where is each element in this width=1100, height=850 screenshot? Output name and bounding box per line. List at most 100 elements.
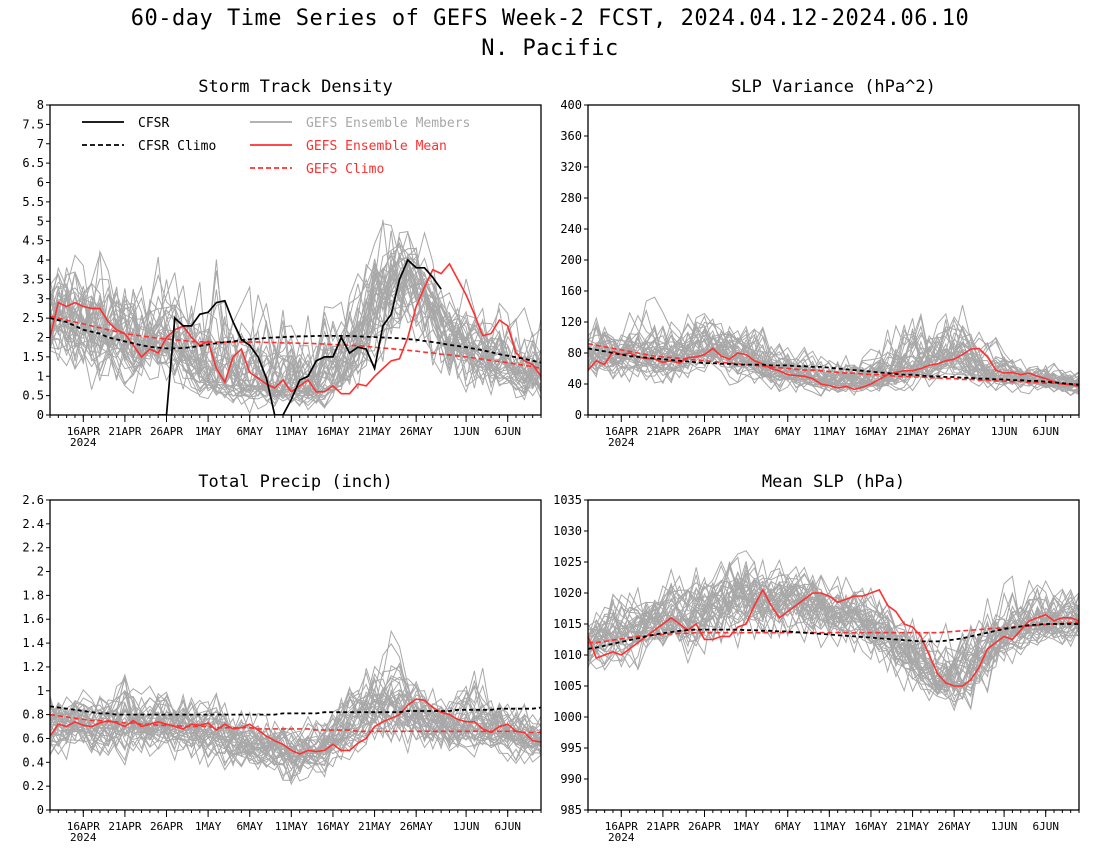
x-tick-label: 6JUN (1032, 425, 1059, 438)
ensemble-member-line (588, 576, 1079, 684)
ensemble-member-line (50, 255, 541, 392)
x-tick-label: 26APR (150, 820, 183, 833)
x-tick-label: 1JUN (453, 425, 480, 438)
x-tick-label: 26APR (150, 425, 183, 438)
y-tick-label: 2.4 (22, 517, 44, 531)
plot-area (588, 296, 1079, 397)
ensemble-member-line (588, 316, 1079, 391)
series-line-mean (588, 347, 1079, 391)
series-line-cfsr-climo (588, 347, 1079, 386)
x-tick-label: 6MAY (774, 820, 801, 833)
ensemble-member-line (50, 271, 541, 395)
x-tick-label: 16APR (605, 820, 638, 833)
panel-title: SLP Variance (hPa^2) (731, 77, 936, 97)
y-tick-label: 360 (560, 129, 582, 143)
x-tick-label: 1MAY (195, 820, 222, 833)
y-tick-label: 0.6 (22, 731, 44, 745)
legend-label-gefs-climo: GEFS Climo (306, 162, 384, 177)
series-line-cfsr (158, 258, 442, 415)
ensemble-member-line (588, 318, 1079, 394)
x-tick-label: 6JUN (494, 820, 521, 833)
x-year-label: 2024 (608, 436, 635, 449)
y-tick-label: 2 (37, 331, 44, 345)
y-tick-label: 0.2 (22, 779, 44, 793)
x-tick-label: 21APR (646, 425, 679, 438)
x-tick-label: 6JUN (1032, 820, 1059, 833)
x-tick-label: 16APR (605, 425, 638, 438)
chart-panel-1: Storm Track Density 0 0.5 1 1.5 2 2.5 3 3.5 4 4.5 5… (22, 77, 542, 449)
x-tick-label: 11MAY (813, 820, 846, 833)
x-tick-label: 1MAY (195, 425, 222, 438)
ensemble-member-line (588, 583, 1079, 691)
y-tick-label: 4 (37, 253, 44, 267)
plot-frame (49, 499, 542, 811)
x-tick-label: 16MAY (854, 425, 887, 438)
y-tick-label: 6.5 (22, 156, 44, 170)
y-tick-label: 6 (37, 176, 44, 190)
x-tick-label: 6MAY (236, 425, 263, 438)
x-tick-label: 11MAY (813, 425, 846, 438)
y-tick-label: 2.6 (22, 493, 44, 507)
y-tick-label: 2.2 (22, 541, 44, 555)
x-tick-label: 21APR (108, 425, 141, 438)
series-line-mean (588, 588, 1079, 687)
y-tick-label: 3.5 (22, 272, 44, 286)
x-tick-label: 16MAY (316, 820, 349, 833)
ensemble-member-line (588, 571, 1079, 696)
y-tick-label: 0 (575, 408, 582, 422)
y-tick-label: 1000 (553, 710, 582, 724)
y-tick-label: 0.8 (22, 708, 44, 722)
y-tick-label: 990 (560, 772, 582, 786)
y-tick-label: 1.4 (22, 636, 44, 650)
ensemble-member-line (588, 583, 1079, 692)
y-tick-label: 2.5 (22, 311, 44, 325)
ensemble-member-line (50, 255, 541, 405)
y-tick-label: 0.5 (22, 389, 44, 403)
x-tick-label: 1JUN (991, 425, 1018, 438)
ensemble-member-line (588, 347, 1079, 393)
x-tick-label: 1JUN (991, 820, 1018, 833)
y-tick-label: 1.6 (22, 612, 44, 626)
ensemble-member-line (50, 252, 541, 392)
y-tick-label: 5 (37, 214, 44, 228)
y-tick-label: 1.5 (22, 350, 44, 364)
x-tick-label: 21MAY (896, 425, 929, 438)
x-tick-label: 16MAY (316, 425, 349, 438)
chart-panel-4: Mean SLP (hPa) 985 990 995 1000 1005 1010 1015 1… (553, 472, 1080, 844)
x-tick-label: 21MAY (358, 820, 391, 833)
x-tick-label: 6JUN (494, 425, 521, 438)
x-year-label: 2024 (608, 831, 635, 844)
ensemble-member-line (50, 677, 541, 765)
y-tick-label: 1035 (553, 493, 582, 507)
y-tick-label: 160 (560, 284, 582, 298)
plot-area (50, 219, 541, 415)
ensemble-member-line (50, 673, 541, 778)
ensemble-member-line (50, 261, 541, 397)
y-tick-label: 1 (37, 369, 44, 383)
ensemble-member-line (588, 567, 1079, 700)
x-tick-label: 1MAY (733, 820, 760, 833)
y-tick-label: 7 (37, 137, 44, 151)
x-tick-label: 26MAY (938, 425, 971, 438)
panel-title: Mean SLP (hPa) (762, 472, 905, 492)
x-tick-label: 26APR (688, 425, 721, 438)
ensemble-member-line (50, 665, 541, 783)
legend-label-mean: GEFS Ensemble Mean (306, 139, 447, 154)
y-tick-label: 120 (560, 315, 582, 329)
ensemble-member-line (50, 223, 541, 398)
x-tick-label: 1JUN (453, 820, 480, 833)
ensemble-member-line (588, 321, 1079, 394)
x-tick-label: 11MAY (275, 425, 308, 438)
figure-subtitle: N. Pacific (481, 36, 619, 61)
y-tick-label: 0.4 (22, 755, 44, 769)
y-tick-label: 7.5 (22, 117, 44, 131)
y-tick-label: 2 (37, 565, 44, 579)
y-tick-label: 40 (568, 377, 582, 391)
y-tick-label: 1010 (553, 648, 582, 662)
y-tick-label: 1.8 (22, 588, 44, 602)
y-tick-label: 280 (560, 191, 582, 205)
x-tick-label: 16MAY (854, 820, 887, 833)
y-tick-label: 3 (37, 292, 44, 306)
x-tick-label: 21MAY (358, 425, 391, 438)
